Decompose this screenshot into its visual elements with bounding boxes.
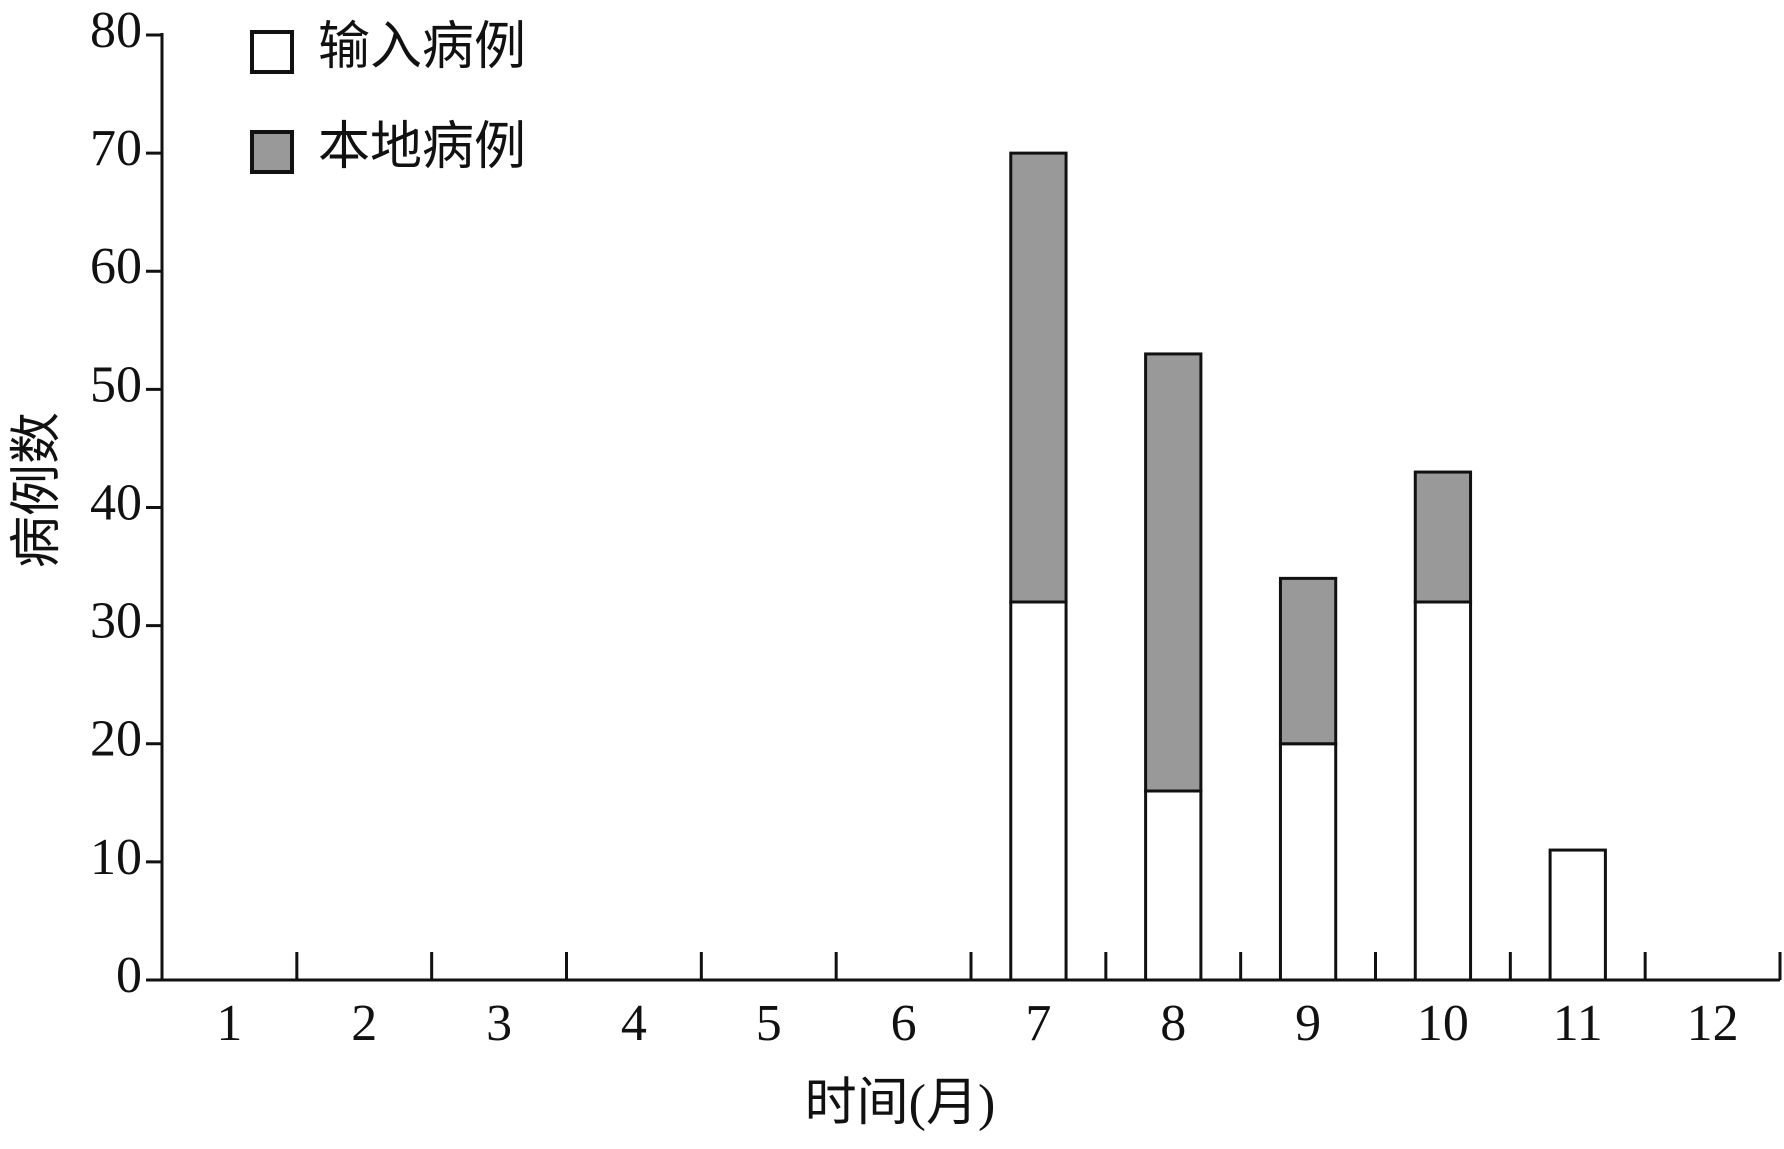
x-tick-label: 4 [621,995,647,1052]
y-tick-label: 30 [90,593,142,650]
x-tick-label: 11 [1553,995,1603,1052]
bar-segment [1144,352,1203,793]
x-tick-label: 12 [1687,995,1739,1052]
y-tick-label: 40 [90,474,142,531]
bar-segment [1009,151,1068,604]
x-tick-label: 2 [351,995,377,1052]
y-tick-label: 50 [90,356,142,413]
bar-segment [1413,600,1473,982]
x-tick-label: 9 [1295,995,1321,1052]
x-axis-label: 时间(月) [805,1075,996,1132]
y-tick-label: 20 [90,711,142,768]
legend-swatch [250,130,294,174]
x-tick-label: 10 [1417,995,1469,1052]
legend-label: 输入病例 [318,19,526,76]
y-tick-label: 80 [90,2,142,59]
x-tick-label: 1 [216,995,242,1052]
bar-segment [1278,742,1338,982]
y-tick-label: 0 [116,947,142,1004]
y-tick-label: 60 [90,238,142,295]
x-tick-label: 5 [756,995,782,1052]
legend-swatch [250,30,294,74]
bar-segment [1009,600,1068,982]
x-tick-label: 6 [891,995,917,1052]
y-tick-label: 10 [90,829,142,886]
x-tick-label: 7 [1025,995,1051,1052]
bar-segment [1144,789,1203,982]
y-tick-label: 70 [90,120,142,177]
bar-segment [1278,576,1338,746]
y-axis-label: 病例数 [9,412,66,568]
x-tick-label: 3 [486,995,512,1052]
bar-segment [1413,470,1473,604]
legend-label: 本地病例 [318,119,526,176]
bar-segment [1548,848,1607,982]
x-tick-label: 8 [1160,995,1186,1052]
